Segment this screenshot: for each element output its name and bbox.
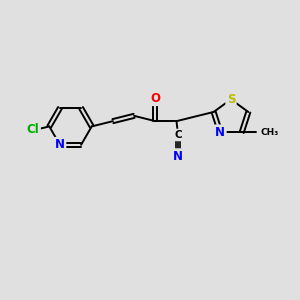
Text: N: N	[173, 150, 183, 163]
Text: N: N	[55, 138, 65, 151]
Text: O: O	[150, 92, 160, 105]
Text: N: N	[215, 126, 225, 139]
Text: CH₃: CH₃	[260, 128, 278, 137]
Text: C: C	[174, 130, 182, 140]
Text: Cl: Cl	[27, 123, 40, 136]
Text: S: S	[227, 93, 235, 106]
